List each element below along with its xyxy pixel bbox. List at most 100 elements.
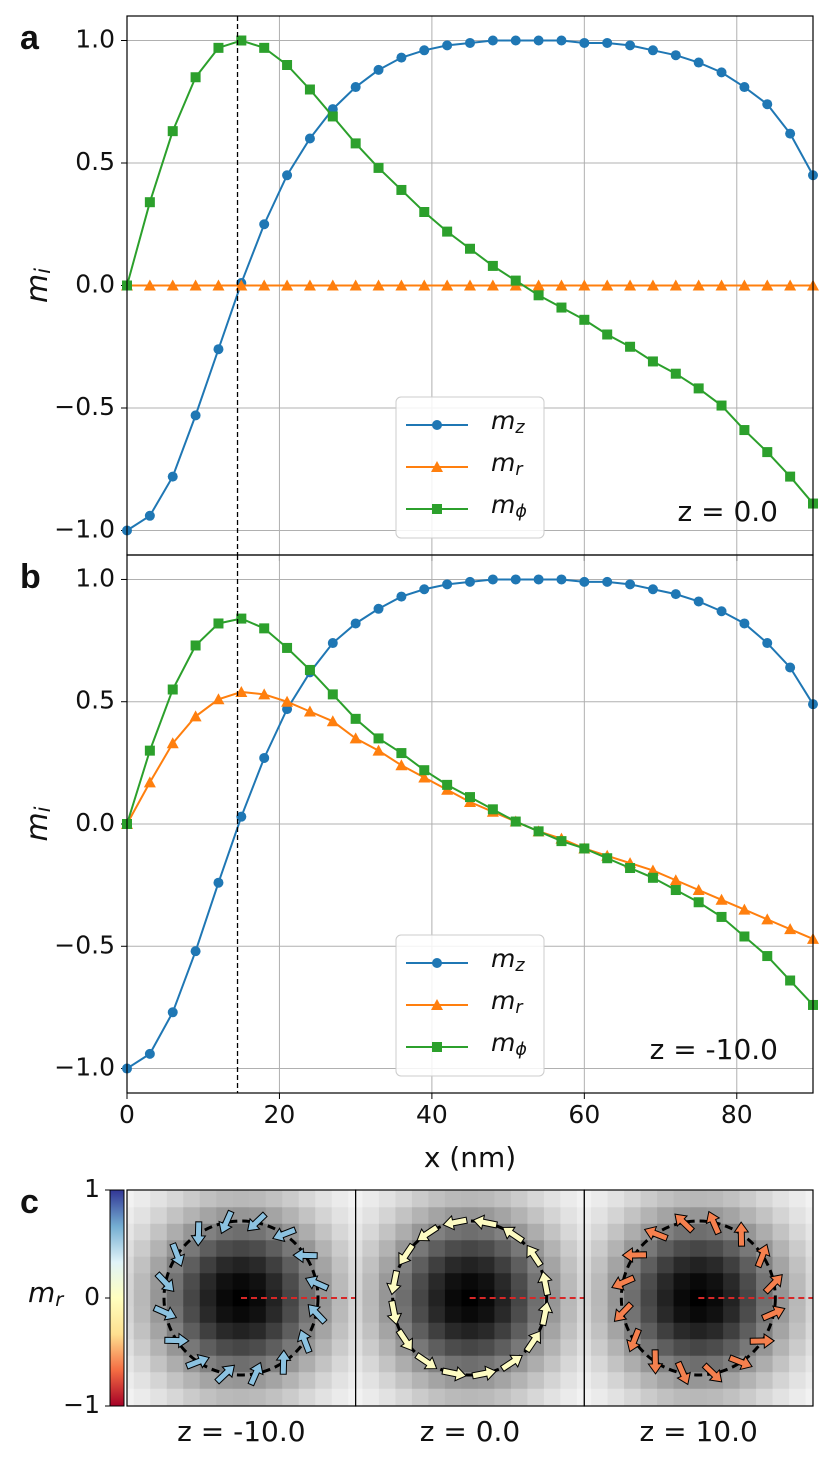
marker xyxy=(510,816,521,827)
heatmap-cell xyxy=(183,1190,201,1208)
heatmap-cell xyxy=(315,1256,333,1274)
marker xyxy=(418,771,431,783)
heatmap-cell xyxy=(690,1372,708,1390)
heatmap-cell xyxy=(494,1256,512,1274)
heatmap-cell xyxy=(355,1306,363,1324)
heatmap-cell xyxy=(805,1339,813,1357)
heatmap-cell xyxy=(346,1422,363,1439)
heatmap-cell xyxy=(584,1223,592,1241)
marker xyxy=(281,695,294,707)
heatmap-cell xyxy=(183,1306,201,1324)
heatmap-cell xyxy=(127,1190,135,1192)
magnetization-arrow xyxy=(647,1349,664,1375)
heatmap-cell xyxy=(461,1223,479,1241)
marker xyxy=(624,279,637,291)
colorbar-label: mr xyxy=(28,1276,65,1311)
marker xyxy=(144,745,155,756)
heatmap-cell xyxy=(494,1190,512,1192)
heatmap-cell xyxy=(640,1256,658,1274)
heatmap-cell xyxy=(527,1289,545,1307)
heatmap-cell xyxy=(576,1405,585,1406)
heatmap-cell xyxy=(805,1322,813,1340)
heatmap-cell xyxy=(584,1273,592,1291)
heatmap-cell xyxy=(608,1422,625,1439)
heatmap-cell xyxy=(607,1405,625,1406)
marker xyxy=(327,638,338,649)
vortex-circle xyxy=(619,1219,777,1377)
magnetization-arrow xyxy=(307,1303,328,1325)
heatmap-cell xyxy=(133,1190,151,1208)
heatmap-cell xyxy=(560,1405,578,1406)
heatmap-cell xyxy=(355,1372,363,1390)
heatmap-cell xyxy=(378,1388,396,1406)
heatmap-cell xyxy=(298,1355,316,1373)
heatmap-cell xyxy=(444,1190,462,1192)
marker xyxy=(532,279,545,291)
legend-label: mz xyxy=(491,406,525,438)
marker xyxy=(715,893,728,905)
legend-marker xyxy=(431,461,443,472)
heatmap-cell xyxy=(378,1339,396,1357)
heatmap-cell xyxy=(607,1240,625,1258)
marker xyxy=(418,279,431,291)
heatmap-cell xyxy=(577,1422,594,1439)
heatmap-cell xyxy=(265,1240,283,1258)
legend-marker xyxy=(432,420,442,430)
x-tick-label: 40 xyxy=(416,1100,448,1129)
heatmap-cell xyxy=(355,1355,363,1373)
marker xyxy=(235,279,248,291)
heatmap-cell xyxy=(789,1256,807,1274)
heatmap-cell xyxy=(789,1190,807,1208)
heatmap-cell xyxy=(232,1372,250,1390)
heatmap-cell xyxy=(560,1190,578,1192)
heatmap-cell xyxy=(591,1207,609,1225)
heatmap-cell xyxy=(378,1207,396,1225)
heatmap-cell xyxy=(560,1388,578,1406)
heatmap-cell xyxy=(378,1223,396,1241)
heatmap-cell xyxy=(461,1339,479,1357)
marker xyxy=(213,42,224,53)
heatmap-cell xyxy=(134,1158,151,1175)
magnetization-arrow xyxy=(754,1243,771,1269)
heatmap-cell xyxy=(395,1289,413,1307)
marker xyxy=(578,279,591,291)
heatmap-cell xyxy=(133,1372,151,1390)
marker xyxy=(738,903,751,915)
marker xyxy=(510,574,521,585)
heatmap-cell xyxy=(362,1339,380,1357)
heatmap-cell xyxy=(461,1190,479,1192)
heatmap-cell xyxy=(199,1306,217,1324)
marker xyxy=(487,260,498,271)
y-tick-label: −1.0 xyxy=(54,515,115,544)
heatmap-cell xyxy=(641,1158,658,1175)
heatmap-cell xyxy=(822,1174,830,1191)
heatmap-cell xyxy=(411,1372,429,1390)
heatmap-cell xyxy=(510,1372,528,1390)
heatmap-cell xyxy=(331,1190,349,1208)
marker xyxy=(556,574,567,585)
heatmap-cell xyxy=(282,1190,300,1192)
heatmap-cell xyxy=(362,1372,380,1390)
legend-box xyxy=(395,396,545,539)
heatmap-cell xyxy=(560,1372,578,1390)
heatmap-cell xyxy=(723,1306,741,1324)
heatmap-cell xyxy=(315,1388,333,1406)
heatmap-cell xyxy=(576,1339,585,1357)
y-tick-label: 0.5 xyxy=(75,147,115,176)
marker xyxy=(739,931,750,942)
heatmap-cell xyxy=(822,1356,830,1373)
heatmap-cell xyxy=(362,1256,380,1274)
heatmap-cell xyxy=(348,1306,356,1324)
heatmap-cell xyxy=(428,1322,446,1340)
heatmap-cell xyxy=(249,1158,266,1175)
heatmap-cell xyxy=(560,1355,578,1373)
vortex-circle xyxy=(162,1219,320,1377)
heatmap-cell xyxy=(199,1339,217,1357)
marker xyxy=(350,713,361,724)
heatmap-cell xyxy=(657,1372,675,1390)
plot-frame xyxy=(126,554,814,1094)
heatmap-cell xyxy=(805,1240,813,1258)
heatmap-cell xyxy=(348,1158,365,1175)
heatmap-cell xyxy=(591,1190,609,1208)
